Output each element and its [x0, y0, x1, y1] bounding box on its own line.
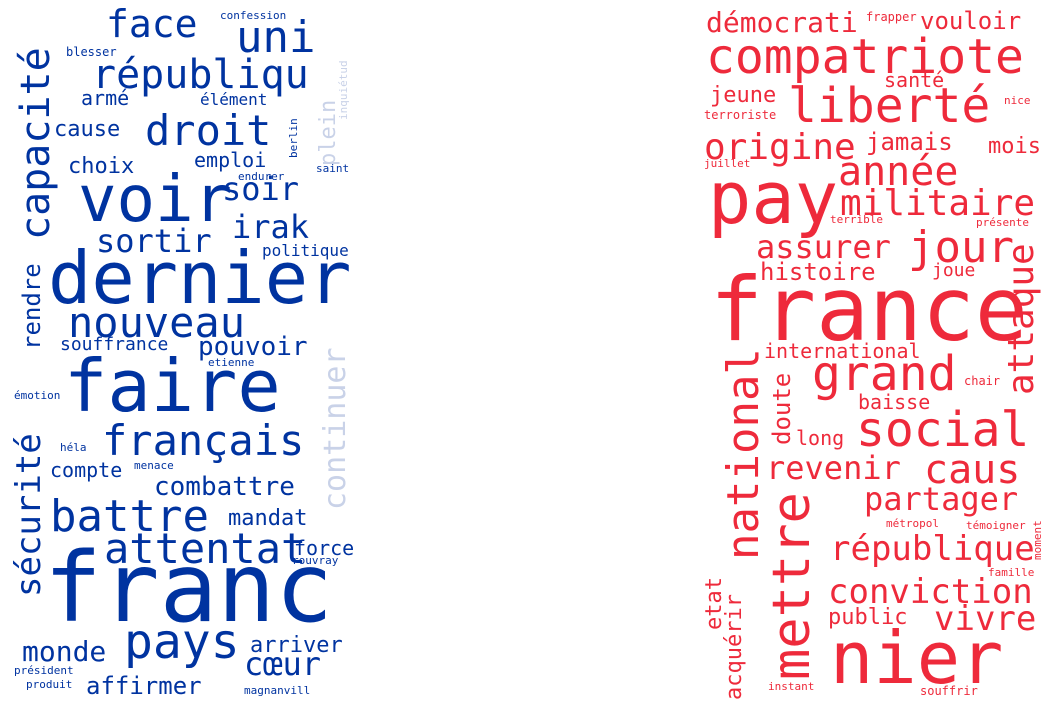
word-famille: famille: [988, 566, 1035, 579]
word-republiqu: républiqu: [92, 52, 309, 98]
word-faire: faire: [64, 344, 281, 428]
word-instant: instant: [768, 680, 815, 693]
word-soir: soir: [222, 170, 300, 208]
word-magnanvill: magnanvill: [244, 684, 311, 697]
word-national: national: [718, 348, 769, 560]
word-compatriote: compatriote: [706, 29, 1024, 85]
word-emotion: émotion: [14, 389, 61, 402]
word-pouvoir: pouvoir: [198, 332, 308, 362]
word-francais: français: [102, 416, 305, 465]
word-jour: jour: [908, 222, 1014, 273]
word-hela: héla: [60, 441, 87, 454]
word-monde: monde: [22, 635, 107, 668]
word-affirmer: affirmer: [86, 672, 202, 700]
word-cloud-left: confession face uni blesser capacité rép…: [8, 0, 358, 706]
word-pay: pay: [708, 156, 839, 240]
word-nice: nice: [1004, 94, 1031, 107]
word-sante: santé: [884, 68, 945, 92]
word-histoire: histoire: [760, 258, 876, 286]
word-vivre: vivre: [934, 599, 1037, 639]
word-force: force: [294, 536, 355, 560]
word-moment: moment: [1031, 520, 1044, 560]
word-cloud-right: démocrati frapper vouloir compatriote sa…: [700, 0, 1045, 706]
word-plein: plein: [316, 99, 341, 166]
word-combattre: combattre: [154, 472, 295, 502]
word-temoigner: témoigner: [966, 519, 1026, 532]
word-social: social: [856, 402, 1030, 458]
word-long: long: [796, 426, 845, 450]
word-attentat: attentat: [104, 524, 307, 573]
word-mettre: mettre: [762, 492, 822, 680]
word-doute: doute: [768, 372, 796, 445]
word-acquerir: acquérir: [722, 594, 747, 700]
word-annee: année: [838, 149, 959, 195]
word-presente: présente: [976, 216, 1029, 229]
word-souffrir: souffrir: [920, 684, 978, 698]
word-battre: battre: [50, 491, 209, 542]
word-frapper: frapper: [866, 10, 917, 24]
word-blesser: blesser: [66, 45, 117, 59]
word-jamais: jamais: [866, 128, 953, 156]
word-confession: confession: [220, 9, 287, 22]
word-element: élément: [200, 90, 268, 109]
word-jeune: jeune: [710, 83, 777, 108]
word-etienne: etienne: [208, 356, 255, 369]
word-nouveau: nouveau: [68, 298, 246, 347]
word-securite: sécurité: [9, 433, 49, 597]
word-juillet: juillet: [704, 157, 751, 170]
word-face: face: [106, 2, 198, 46]
word-partager: partager: [864, 480, 1019, 518]
word-france: france: [710, 258, 1028, 361]
word-sortir: sortir: [96, 222, 212, 260]
word-uni: uni: [236, 12, 316, 63]
word-saint: saint: [316, 162, 350, 175]
word-terroriste: terroriste: [704, 108, 777, 122]
word-baisse: baisse: [858, 390, 931, 414]
word-chair: chair: [964, 374, 1001, 388]
word-berlin: berlin: [287, 118, 300, 158]
word-compte: compte: [50, 458, 123, 482]
word-endurer: endurer: [238, 170, 285, 183]
word-rouvray: rouvray: [292, 554, 339, 567]
word-mandat: mandat: [228, 506, 308, 531]
word-capacite: capacité: [13, 47, 59, 240]
word-irak: irak: [232, 208, 310, 246]
word-liberte: liberté: [788, 78, 991, 134]
word-continuer: continuer: [318, 347, 353, 510]
word-grand: grand: [812, 346, 957, 402]
word-democrati: démocrati: [706, 6, 858, 39]
word-militaire: militaire: [840, 183, 1036, 224]
word-revenir: revenir: [766, 449, 901, 487]
word-produit: produit: [26, 678, 73, 691]
word-origine: origine: [704, 127, 856, 168]
word-metropol: métropol: [886, 517, 939, 530]
word-dernier: dernier: [48, 236, 352, 320]
word-caus: caus: [924, 447, 1021, 493]
word-droit: droit: [145, 106, 272, 155]
word-nier: nier: [830, 616, 1004, 700]
word-coeur: cœur: [244, 645, 322, 683]
word-cause: cause: [54, 117, 121, 142]
word-joue: joue: [932, 260, 976, 281]
word-menace: menace: [134, 459, 174, 472]
word-politique: politique: [262, 241, 349, 260]
word-conviction: conviction: [828, 572, 1033, 612]
word-choix: choix: [68, 154, 135, 179]
word-international: international: [764, 339, 921, 363]
word-arme: armé: [81, 86, 130, 110]
word-mois: mois: [988, 134, 1041, 159]
word-assurer: assurer: [756, 228, 891, 266]
word-public: public: [828, 605, 908, 630]
word-terrible: terrible: [830, 213, 883, 226]
word-arriver: arriver: [250, 633, 343, 658]
word-pays: pays: [124, 614, 240, 670]
word-voir: voir: [78, 163, 233, 237]
word-souffrance: souffrance: [60, 334, 169, 355]
word-president: président: [14, 664, 74, 677]
word-vouloir: vouloir: [920, 7, 1022, 35]
word-republique: république: [830, 529, 1035, 569]
word-emploi: emploi: [194, 148, 267, 172]
word-franc: franc: [44, 532, 333, 644]
word-rendre: rendre: [18, 263, 46, 350]
